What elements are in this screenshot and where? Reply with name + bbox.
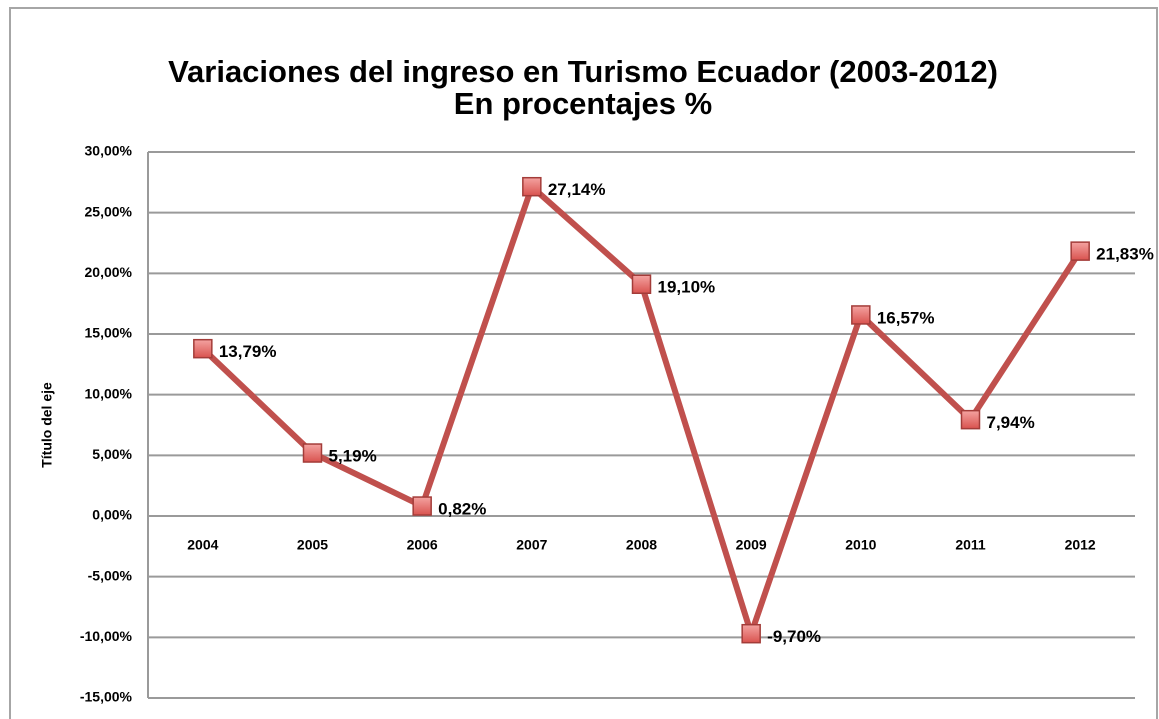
data-label: 21,83% bbox=[1096, 245, 1154, 264]
y-axis-title: Título del eje bbox=[39, 382, 55, 468]
data-point bbox=[960, 409, 981, 430]
y-tick-label: -15,00% bbox=[80, 689, 133, 705]
x-tick-label: 2006 bbox=[407, 537, 438, 553]
x-tick-label: 2012 bbox=[1065, 537, 1096, 553]
data-point bbox=[522, 176, 542, 197]
data-label: 13,79% bbox=[219, 342, 277, 361]
y-tick-label: 10,00% bbox=[85, 385, 133, 401]
y-tick-label: -5,00% bbox=[88, 567, 133, 583]
data-label: 0,82% bbox=[438, 500, 486, 519]
x-tick-label: 2011 bbox=[955, 537, 986, 553]
chart-frame bbox=[9, 7, 1158, 719]
chart-subtitle: En procentajes % bbox=[454, 86, 712, 121]
y-tick-label: 25,00% bbox=[85, 203, 133, 219]
data-label: 5,19% bbox=[329, 447, 377, 466]
data-label: 7,94% bbox=[987, 413, 1035, 432]
data-point bbox=[412, 496, 432, 516]
x-tick-label: 2007 bbox=[516, 537, 547, 553]
chart-title: Variaciones del ingreso en Turismo Ecuad… bbox=[168, 54, 998, 89]
data-label: 19,10% bbox=[658, 278, 716, 297]
x-tick-label: 2010 bbox=[845, 537, 876, 553]
x-tick-label: 2005 bbox=[297, 537, 328, 553]
y-tick-label: 30,00% bbox=[85, 143, 133, 159]
x-tick-label: 2009 bbox=[736, 537, 767, 553]
data-point bbox=[851, 305, 871, 325]
data-label: 16,57% bbox=[877, 308, 935, 327]
x-tick-label: 2008 bbox=[626, 537, 657, 553]
data-point bbox=[193, 338, 213, 359]
data-label: -9,70% bbox=[767, 627, 821, 646]
data-point bbox=[1070, 241, 1090, 261]
data-label: 27,14% bbox=[548, 180, 606, 199]
x-tick-label: 2004 bbox=[187, 537, 218, 553]
data-point bbox=[302, 443, 323, 463]
data-point bbox=[741, 623, 761, 644]
y-tick-label: 15,00% bbox=[85, 325, 133, 341]
y-tick-label: 0,00% bbox=[92, 507, 132, 523]
y-tick-label: 5,00% bbox=[92, 446, 132, 462]
y-tick-label: 20,00% bbox=[85, 264, 133, 280]
y-tick-label: -10,00% bbox=[80, 628, 133, 644]
data-point bbox=[631, 274, 652, 295]
